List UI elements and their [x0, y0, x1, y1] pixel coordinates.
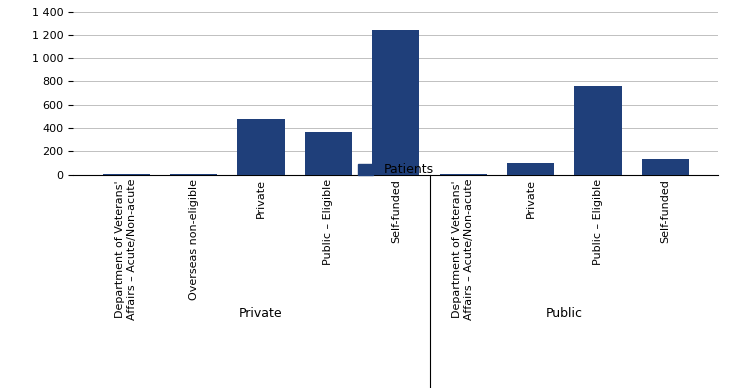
Legend: Patients: Patients	[358, 163, 433, 177]
Bar	[237, 119, 284, 175]
Bar	[305, 132, 352, 175]
Bar	[575, 86, 622, 175]
Text: Private: Private	[239, 307, 283, 320]
Bar	[642, 159, 689, 175]
Bar	[372, 30, 419, 175]
Text: Public: Public	[546, 307, 583, 320]
Bar	[507, 163, 554, 175]
